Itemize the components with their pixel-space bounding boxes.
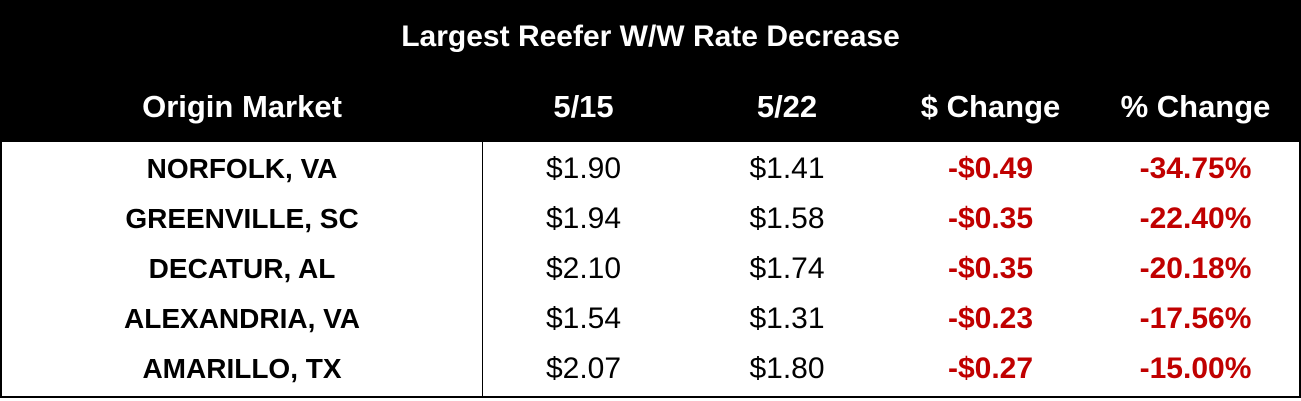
value-cell: $1.54 xyxy=(545,302,622,335)
value-cell: $1.58 xyxy=(749,202,825,235)
value-cell: -$0.49 xyxy=(947,152,1034,185)
column-header: % Change xyxy=(1120,89,1271,124)
value-cell: -17.56% xyxy=(1139,302,1252,335)
value-cell: -15.00% xyxy=(1139,352,1252,385)
market-cell: GREENVILLE, SC xyxy=(125,203,359,234)
value-cell: -20.18% xyxy=(1139,252,1252,285)
value-cell: $2.07 xyxy=(545,352,622,385)
value-cell: $1.80 xyxy=(749,352,825,385)
table-body: NORFOLK, VA $1.90 $1.41 -$0.49 -34.75% GREENV… xyxy=(2,142,1299,396)
value-cell: -$0.35 xyxy=(947,202,1034,235)
value-cell: $2.10 xyxy=(545,252,622,285)
value-cell: -$0.27 xyxy=(947,352,1034,385)
market-cell: AMARILLO, TX xyxy=(142,353,342,384)
market-cell: ALEXANDRIA, VA xyxy=(124,303,360,334)
value-cell: $1.74 xyxy=(749,252,825,285)
column-divider xyxy=(482,142,483,396)
value-cell: $1.41 xyxy=(749,152,825,185)
table-title: Largest Reefer W/W Rate Decrease xyxy=(2,2,1299,72)
market-cell: NORFOLK, VA xyxy=(146,153,338,184)
value-cell: -$0.35 xyxy=(947,252,1034,285)
value-cell: -22.40% xyxy=(1139,202,1252,235)
value-cell: -$0.23 xyxy=(947,302,1034,335)
value-cell: $1.94 xyxy=(545,202,622,235)
column-header: 5/15 xyxy=(553,89,614,124)
column-header: Origin Market xyxy=(142,89,342,124)
value-cell: -34.75% xyxy=(1139,152,1252,185)
column-header: 5/22 xyxy=(756,89,818,124)
market-cell: DECATUR, AL xyxy=(148,253,336,284)
column-header: $ Change xyxy=(920,89,1061,124)
value-cell: $1.90 xyxy=(545,152,622,185)
value-cell: $1.31 xyxy=(749,302,825,335)
header-row: Origin Market 5/15 5/22 $ Change % Change xyxy=(2,72,1299,142)
